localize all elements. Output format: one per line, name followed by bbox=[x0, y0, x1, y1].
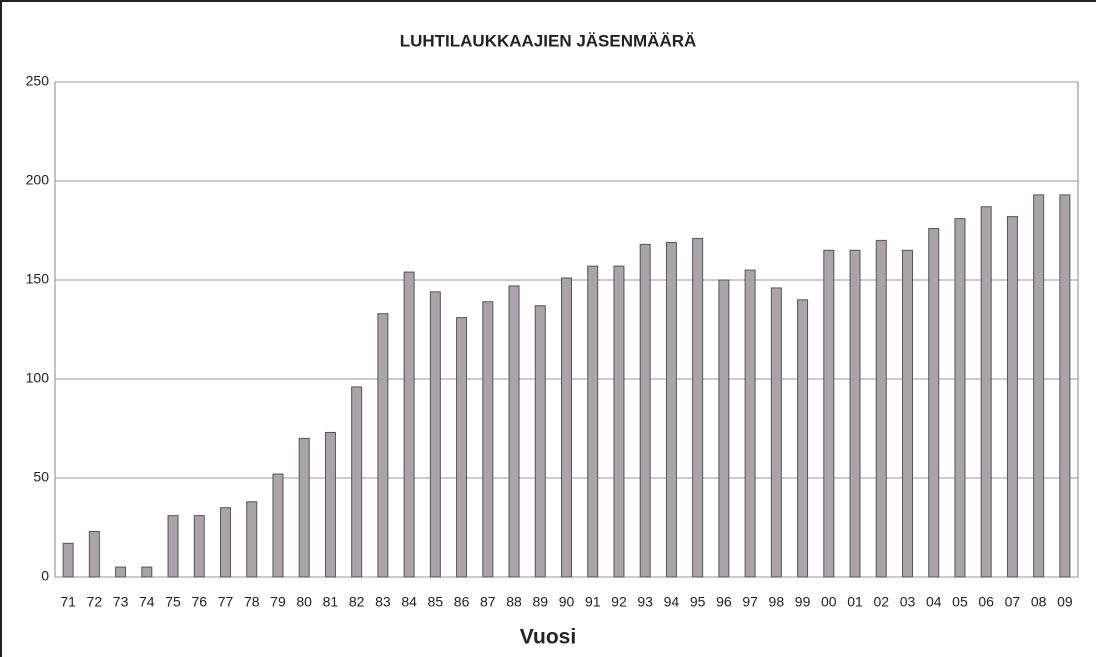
x-tick-label: 09 bbox=[1057, 594, 1073, 610]
x-tick-label: 79 bbox=[270, 594, 286, 610]
x-tick-label: 76 bbox=[191, 594, 207, 610]
x-tick-label: 73 bbox=[113, 594, 129, 610]
x-tick-label: 06 bbox=[978, 594, 994, 610]
bar bbox=[902, 249, 913, 578]
bar bbox=[823, 249, 835, 578]
bar bbox=[351, 386, 363, 578]
bar bbox=[954, 218, 966, 578]
bar bbox=[1059, 194, 1071, 578]
chart-title: LUHTILAUKKAAJIEN JÄSENMÄÄRÄ bbox=[400, 31, 697, 50]
bar bbox=[272, 473, 284, 578]
bar bbox=[403, 271, 415, 578]
x-tick-label: 84 bbox=[401, 594, 417, 610]
x-tick-label: 93 bbox=[637, 594, 653, 610]
bar bbox=[62, 542, 74, 578]
x-tick-label: 01 bbox=[847, 594, 863, 610]
bar bbox=[692, 237, 704, 578]
x-tick-label: 89 bbox=[532, 594, 548, 610]
x-tick-label: 80 bbox=[296, 594, 312, 610]
x-tick-label: 71 bbox=[60, 594, 76, 610]
y-tick-label: 200 bbox=[26, 172, 50, 188]
bar bbox=[193, 515, 205, 578]
x-tick-label: 04 bbox=[926, 594, 942, 610]
x-tick-label: 02 bbox=[873, 594, 889, 610]
x-tick-label: 03 bbox=[900, 594, 916, 610]
x-tick-label: 86 bbox=[454, 594, 470, 610]
y-tick-label: 50 bbox=[33, 469, 49, 485]
y-tick-label: 250 bbox=[26, 73, 50, 89]
bar bbox=[744, 269, 756, 578]
x-tick-label: 96 bbox=[716, 594, 732, 610]
bar bbox=[298, 437, 310, 578]
bar bbox=[613, 265, 625, 578]
bar bbox=[587, 265, 599, 578]
x-tick-label: 82 bbox=[349, 594, 365, 610]
x-tick-label: 72 bbox=[87, 594, 103, 610]
bar bbox=[875, 239, 887, 578]
bar bbox=[324, 431, 336, 578]
x-tick-label: 99 bbox=[795, 594, 811, 610]
x-tick-label: 92 bbox=[611, 594, 627, 610]
bar bbox=[115, 566, 127, 578]
x-tick-label: 77 bbox=[218, 594, 234, 610]
bar bbox=[665, 241, 677, 578]
x-tick-label: 98 bbox=[769, 594, 785, 610]
x-tick-label: 05 bbox=[952, 594, 968, 610]
bar bbox=[797, 299, 809, 578]
x-axis-label: Vuosi bbox=[520, 626, 576, 649]
x-tick-label: 81 bbox=[323, 594, 339, 610]
bar bbox=[1006, 216, 1018, 578]
x-tick-label: 83 bbox=[375, 594, 391, 610]
bar bbox=[508, 285, 520, 578]
x-tick-label: 08 bbox=[1031, 594, 1047, 610]
y-tick-label: 100 bbox=[26, 370, 50, 386]
x-tick-label: 75 bbox=[165, 594, 181, 610]
x-tick-label: 91 bbox=[585, 594, 601, 610]
x-tick-label: 85 bbox=[428, 594, 444, 610]
bar bbox=[246, 501, 258, 578]
bar bbox=[639, 243, 651, 578]
y-tick-label: 0 bbox=[41, 568, 49, 584]
x-tick-label: 00 bbox=[821, 594, 837, 610]
x-tick-label: 95 bbox=[690, 594, 706, 610]
x-tick-label: 78 bbox=[244, 594, 260, 610]
bar bbox=[167, 515, 179, 578]
bar bbox=[456, 317, 468, 578]
bar bbox=[141, 566, 153, 578]
x-tick-label: 90 bbox=[559, 594, 575, 610]
bar bbox=[88, 530, 100, 578]
bar bbox=[482, 301, 494, 578]
x-tick-label: 97 bbox=[742, 594, 758, 610]
x-tick-label: 88 bbox=[506, 594, 522, 610]
bar bbox=[561, 277, 572, 578]
bar bbox=[928, 228, 940, 578]
x-tick-label: 94 bbox=[664, 594, 680, 610]
bar bbox=[534, 305, 546, 578]
bar bbox=[429, 291, 441, 578]
bar bbox=[980, 206, 992, 578]
bar bbox=[770, 287, 782, 578]
x-tick-label: 74 bbox=[139, 594, 155, 610]
bar bbox=[220, 507, 231, 578]
bar bbox=[718, 279, 730, 578]
x-tick-label: 07 bbox=[1005, 594, 1021, 610]
bar bbox=[849, 249, 861, 578]
y-tick-label: 150 bbox=[26, 271, 50, 287]
bar bbox=[377, 313, 389, 578]
x-tick-label: 87 bbox=[480, 594, 496, 610]
bar bbox=[1033, 194, 1045, 578]
